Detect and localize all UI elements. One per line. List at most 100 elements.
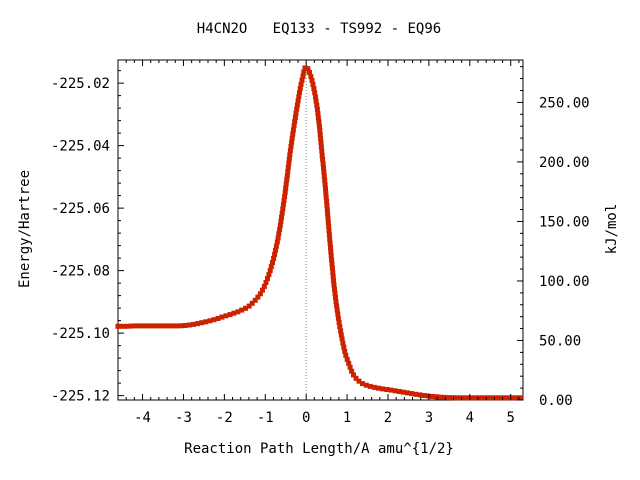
- x-tick-label: 3: [425, 410, 433, 426]
- data-point: [455, 395, 461, 401]
- data-point: [329, 257, 335, 263]
- data-point: [211, 317, 217, 323]
- data-point: [284, 173, 290, 179]
- data-point: [178, 323, 184, 329]
- data-point: [267, 268, 273, 274]
- data-point: [273, 247, 278, 253]
- data-point: [323, 190, 329, 196]
- data-point: [281, 198, 287, 204]
- data-point: [321, 169, 327, 175]
- data-point: [330, 270, 336, 275]
- y2-axis-label: kJ/mol: [604, 204, 620, 255]
- data-point: [323, 186, 328, 192]
- x-tick-label: 1: [343, 410, 351, 426]
- data-point: [332, 286, 337, 292]
- x-tick-label: 2: [384, 410, 392, 426]
- data-point: [360, 381, 365, 387]
- data-point: [346, 360, 352, 366]
- data-point: [275, 235, 281, 241]
- data-point: [153, 323, 159, 329]
- data-point: [255, 294, 261, 300]
- data-point: [300, 73, 306, 79]
- data-point: [367, 383, 373, 389]
- data-point: [317, 127, 323, 133]
- data-point: [119, 323, 125, 329]
- data-point: [292, 119, 298, 125]
- data-point: [392, 388, 398, 394]
- data-point: [351, 372, 356, 378]
- x-tick-label: -3: [175, 410, 192, 426]
- data-point: [328, 244, 333, 250]
- y-tick-label: -225.10: [51, 326, 110, 342]
- data-point: [157, 323, 163, 329]
- data-point: [270, 260, 275, 265]
- data-point: [421, 393, 427, 398]
- data-point: [353, 375, 359, 381]
- data-point: [326, 228, 332, 234]
- data-point: [261, 283, 267, 289]
- data-point: [170, 323, 176, 329]
- data-point: [333, 299, 339, 305]
- data-point: [344, 356, 350, 362]
- data-point: [328, 253, 334, 259]
- data-point: [266, 272, 272, 278]
- data-point: [425, 393, 431, 399]
- data-point: [335, 315, 341, 321]
- data-point: [207, 318, 213, 324]
- data-point: [339, 336, 345, 342]
- data-point: [199, 320, 205, 326]
- data-point: [323, 194, 329, 200]
- data-point: [191, 321, 196, 327]
- data-point: [514, 395, 519, 401]
- data-point: [380, 386, 386, 392]
- data-point: [316, 123, 322, 129]
- data-point: [277, 227, 283, 233]
- data-point: [219, 314, 225, 320]
- data-point: [285, 164, 291, 170]
- data-point: [272, 251, 278, 257]
- data-point: [405, 390, 411, 396]
- data-point: [295, 98, 301, 104]
- data-point: [288, 144, 294, 149]
- data-point: [331, 278, 337, 284]
- data-point: [347, 364, 353, 370]
- data-point: [276, 231, 282, 237]
- data-point: [277, 223, 283, 229]
- data-point: [325, 219, 331, 225]
- data-point: [132, 323, 138, 329]
- data-point: [283, 185, 289, 191]
- data-point: [310, 82, 316, 88]
- data-point: [315, 115, 321, 121]
- data-point: [136, 323, 142, 329]
- data-point: [249, 300, 255, 306]
- data-point: [305, 66, 311, 72]
- data-point: [235, 309, 241, 315]
- y-axis-label: Energy/Hartree: [17, 170, 33, 288]
- data-point: [280, 202, 286, 208]
- data-point: [257, 291, 263, 297]
- data-point: [320, 161, 326, 167]
- data-point: [313, 98, 319, 104]
- data-point: [400, 389, 406, 395]
- data-point: [314, 102, 320, 108]
- data-point: [263, 280, 269, 285]
- x-tick-label: 5: [507, 410, 515, 426]
- data-point: [243, 305, 248, 311]
- data-point: [324, 207, 330, 213]
- data-point: [388, 387, 394, 393]
- data-point: [329, 261, 335, 267]
- data-point: [318, 144, 324, 150]
- x-tick-label: 0: [302, 410, 310, 426]
- data-point: [341, 344, 347, 350]
- data-point: [285, 169, 291, 174]
- data-point: [309, 78, 315, 83]
- data-point: [128, 323, 134, 329]
- data-point: [505, 395, 511, 401]
- data-point: [463, 395, 469, 401]
- data-point: [282, 194, 288, 199]
- data-point: [320, 157, 326, 162]
- data-point: [273, 243, 279, 249]
- data-point: [115, 323, 121, 329]
- data-point: [417, 392, 423, 398]
